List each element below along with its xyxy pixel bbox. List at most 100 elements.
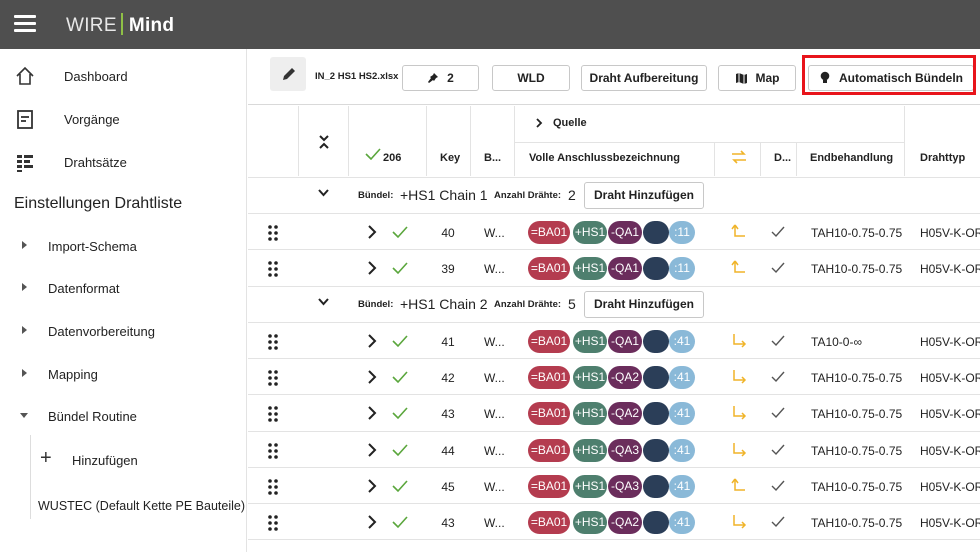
arrow-up-turn-icon [731,478,745,491]
swap-direction-icon[interactable] [730,150,748,164]
chevron-down-icon[interactable] [318,189,329,197]
row-divider [248,322,980,323]
pin-button[interactable]: 2 [402,65,479,91]
chevron-right-icon[interactable] [367,515,377,529]
table-row[interactable]: 42 W... =BA01 +HS1 -QA2:41 TAH10-0.75-0.75 H05… [248,359,980,395]
terminal-tag[interactable]: -QA1 [608,221,642,244]
nav-vorgaenge[interactable]: Vorgänge [0,100,247,140]
terminal-tag[interactable]: +HS1 [573,257,607,280]
terminal-tag[interactable]: -QA2 [608,511,642,534]
drag-handle-icon[interactable] [268,479,278,495]
table-row[interactable]: 43 W... =BA01 +HS1 -QA2:41 TAH10-0.75-0.75 H05… [248,395,980,431]
table-row[interactable]: 39 W... =BA01 +HS1 -QA1:11 TAH10-0.75-0.75 H05… [248,250,980,286]
terminal-tag[interactable]: =BA01 [528,439,570,462]
nav-drahtsaetze-label: Drahtsätze [64,155,127,170]
header-endbehandlung[interactable]: Endbehandlung [810,152,894,164]
header-quelle[interactable]: Quelle [553,117,587,129]
terminal-tag[interactable]: =BA01 [528,475,570,498]
drag-handle-icon[interactable] [268,515,278,531]
terminal-tag[interactable]: +HS1 [573,366,607,389]
chevron-right-icon[interactable] [367,443,377,457]
terminal-tag[interactable]: -QA3 [608,475,642,498]
terminal-tag[interactable]: :41 [669,511,695,534]
chevron-right-icon[interactable] [367,334,377,348]
header-key[interactable]: Key [440,152,461,164]
terminal-tag[interactable]: :11 [669,257,695,280]
tree-import-schema[interactable]: Import-Schema [0,229,247,263]
caret-right-icon [22,241,27,249]
automatisch-buendeln-button[interactable]: Automatisch Bündeln [808,65,974,91]
chevron-right-icon[interactable] [367,261,377,275]
add-wire-button[interactable]: Draht Hinzufügen [584,291,704,318]
header-d[interactable]: D... [774,152,792,164]
chevron-down-icon[interactable] [318,298,329,306]
tree-mapping[interactable]: Mapping [0,357,247,391]
terminal-tag[interactable]: :41 [669,366,695,389]
wld-button[interactable]: WLD [492,65,570,91]
terminal-tag[interactable]: -QA1 [608,257,642,280]
edit-button[interactable] [270,57,306,91]
add-wire-button[interactable]: Draht Hinzufügen [584,182,704,209]
drag-handle-icon[interactable] [268,370,278,386]
tree-datenvorbereitung[interactable]: Datenvorbereitung [0,314,247,348]
terminal-tag[interactable]: +HS1 [573,221,607,244]
terminal-tag[interactable]: -QA2 [608,366,642,389]
terminal-tag[interactable] [643,257,669,280]
terminal-tag[interactable] [643,366,669,389]
terminal-tag[interactable] [643,221,669,244]
header-drahttyp[interactable]: Drahttyp [920,152,966,164]
drag-handle-icon[interactable] [268,261,278,277]
terminal-tag[interactable]: :41 [669,439,695,462]
terminal-tag[interactable]: :41 [669,330,695,353]
terminal-tag[interactable]: -QA2 [608,402,642,425]
chevron-right-icon[interactable] [535,118,543,128]
table-row[interactable]: 43 W... =BA01 +HS1 -QA2:41 TAH10-0.75-0.75 H05… [248,504,980,540]
terminal-tag[interactable]: -QA1 [608,330,642,353]
collapse-all-icon[interactable] [318,134,330,150]
terminal-tag[interactable]: -QA3 [608,439,642,462]
terminal-tag[interactable] [643,475,669,498]
chevron-right-icon[interactable] [367,479,377,493]
terminal-tag[interactable]: +HS1 [573,330,607,353]
terminal-tag[interactable]: =BA01 [528,257,570,280]
header-volle-anschlussbezeichnung[interactable]: Volle Anschlussbezeichnung [529,152,680,164]
terminal-tag[interactable] [643,330,669,353]
terminal-tag[interactable] [643,511,669,534]
table-row[interactable]: 41 W... =BA01+HS1-QA1:41 TA10-0-∞ H05V-K-OR- [248,323,980,359]
nav-dashboard[interactable]: Dashboard [0,57,247,97]
wire-type: H05V-K-OR- [920,480,980,494]
terminal-tag[interactable]: +HS1 [573,439,607,462]
tree-buendel-routine[interactable]: Bündel Routine [0,399,247,433]
table-row[interactable]: 45 W... =BA01 +HS1 -QA3:41 TAH10-0.75-0.75 H05… [248,468,980,504]
add-routine-button[interactable]: + Hinzufügen [38,447,238,473]
drag-handle-icon[interactable] [268,443,278,459]
map-button[interactable]: Map [718,65,796,91]
header-b[interactable]: B... [484,152,502,164]
menu-icon[interactable] [14,15,36,33]
chevron-right-icon[interactable] [367,225,377,239]
draht-aufbereitung-button[interactable]: Draht Aufbereitung [581,65,707,91]
terminal-tag[interactable]: +HS1 [573,402,607,425]
terminal-tag[interactable]: :41 [669,475,695,498]
terminal-tag[interactable]: =BA01 [528,402,570,425]
terminal-tag[interactable]: :11 [669,221,695,244]
terminal-tag[interactable]: :41 [669,402,695,425]
drag-handle-icon[interactable] [268,406,278,422]
terminal-tag[interactable]: =BA01 [528,221,570,244]
terminal-tag[interactable]: =BA01 [528,511,570,534]
terminal-tag[interactable]: +HS1 [573,511,607,534]
terminal-tag[interactable]: =BA01 [528,330,570,353]
table-row[interactable]: 40 W... =BA01 +HS1 -QA1:11 TAH10-0.75-0.75 H05… [248,214,980,250]
table-row[interactable]: 44 W... =BA01 +HS1 -QA3:41 TAH10-0.75-0.75 H05… [248,432,980,468]
terminal-tag[interactable] [643,439,669,462]
terminal-tag[interactable]: =BA01 [528,366,570,389]
drag-handle-icon[interactable] [268,334,278,350]
drag-handle-icon[interactable] [268,225,278,241]
routine-item-wustec[interactable]: WUSTEC (Default Kette PE Bauteile) [38,499,246,513]
terminal-tag[interactable]: +HS1 [573,475,607,498]
tree-datenformat[interactable]: Datenformat [0,271,247,305]
terminal-tag[interactable] [643,402,669,425]
chevron-right-icon[interactable] [367,370,377,384]
chevron-right-icon[interactable] [367,406,377,420]
nav-drahtsaetze[interactable]: Drahtsätze [0,143,247,183]
